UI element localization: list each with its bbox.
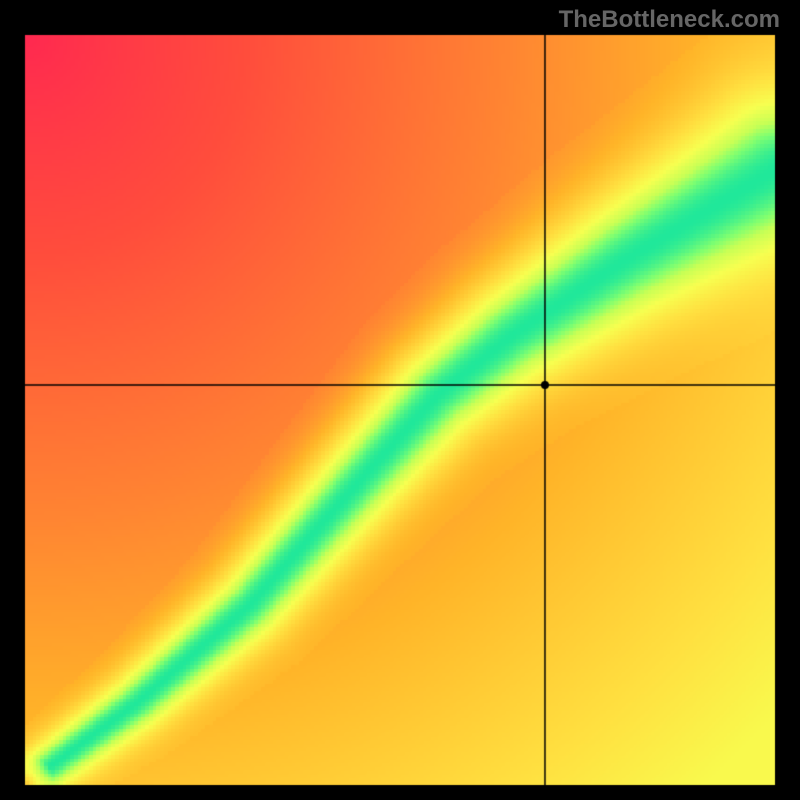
chart-container: TheBottleneck.com — [0, 0, 800, 800]
watermark-text: TheBottleneck.com — [559, 6, 780, 34]
bottleneck-heatmap — [0, 0, 800, 800]
